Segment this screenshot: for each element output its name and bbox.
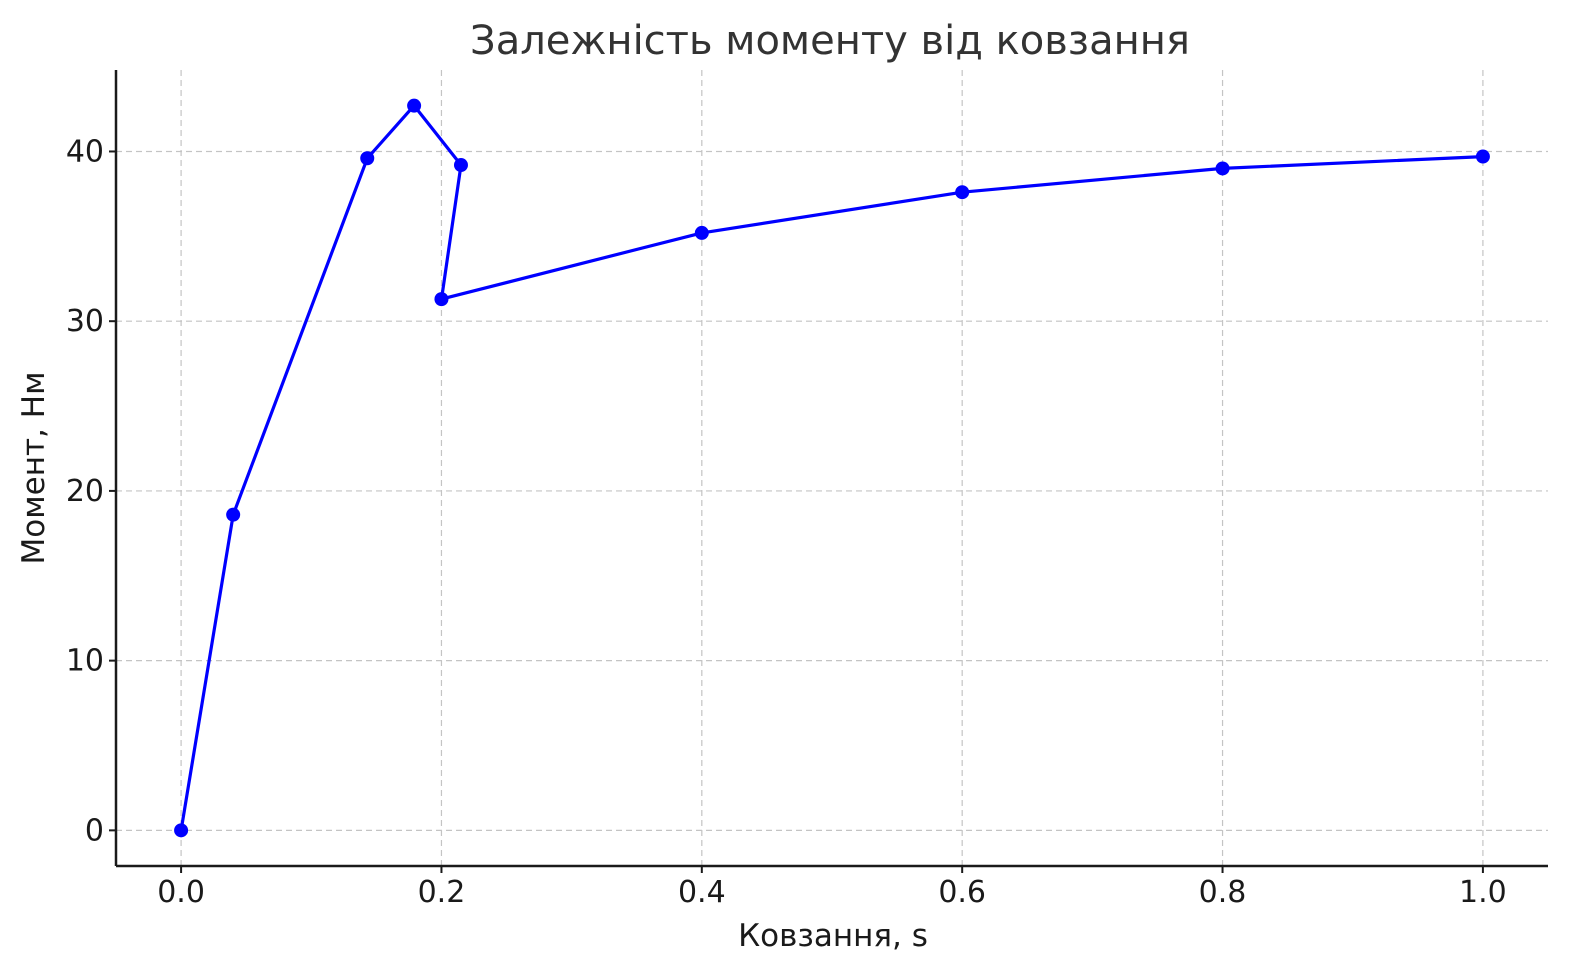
x-tick-label-2: 0.4 — [678, 875, 726, 910]
y-axis-label: Момент, Нм — [16, 372, 52, 565]
y-tick-label-3: 30 — [66, 304, 104, 339]
y-tick-label-0: 0 — [85, 813, 104, 848]
data-point-2 — [360, 151, 375, 166]
x-tick-label-5: 1.0 — [1459, 875, 1507, 910]
data-point-4 — [453, 158, 468, 173]
x-tick-label-1: 0.2 — [418, 875, 466, 910]
x-tick-label-4: 0.8 — [1199, 875, 1247, 910]
data-point-6 — [694, 225, 709, 240]
data-point-7 — [955, 185, 970, 200]
y-tick-label-1: 10 — [66, 644, 104, 679]
data-point-5 — [434, 292, 449, 307]
axes: 0.0 0.2 0.4 0.6 0.8 1.0 0 10 20 30 40 — [66, 70, 1548, 910]
series-line-0 — [179, 103, 1483, 831]
data-point-0 — [174, 823, 189, 838]
grid — [116, 70, 1548, 866]
y-tick-label-2: 20 — [66, 474, 104, 509]
data-point-9 — [1475, 149, 1490, 164]
series-layer — [174, 98, 1490, 838]
x-tick-label-0: 0.0 — [157, 875, 205, 910]
x-axis-label: Ковзання, s — [738, 918, 928, 954]
x-tick-label-3: 0.6 — [938, 875, 986, 910]
y-tick-label-4: 40 — [66, 134, 104, 169]
data-point-1 — [226, 507, 241, 522]
data-point-3 — [407, 98, 422, 113]
chart-title: Залежність моменту від ковзання — [470, 18, 1190, 64]
data-point-8 — [1215, 161, 1230, 176]
